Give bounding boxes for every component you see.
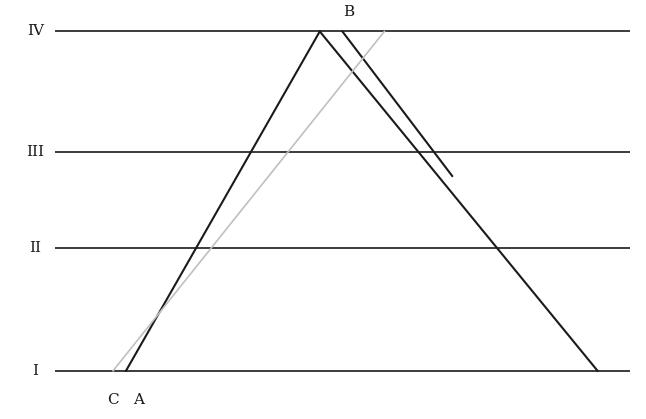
Text: IV: IV [27,24,44,39]
Text: A: A [133,393,145,407]
Text: C: C [107,393,119,407]
Text: B: B [343,5,355,19]
Text: I: I [32,364,39,378]
Text: II: II [30,241,41,255]
Text: III: III [26,145,45,159]
